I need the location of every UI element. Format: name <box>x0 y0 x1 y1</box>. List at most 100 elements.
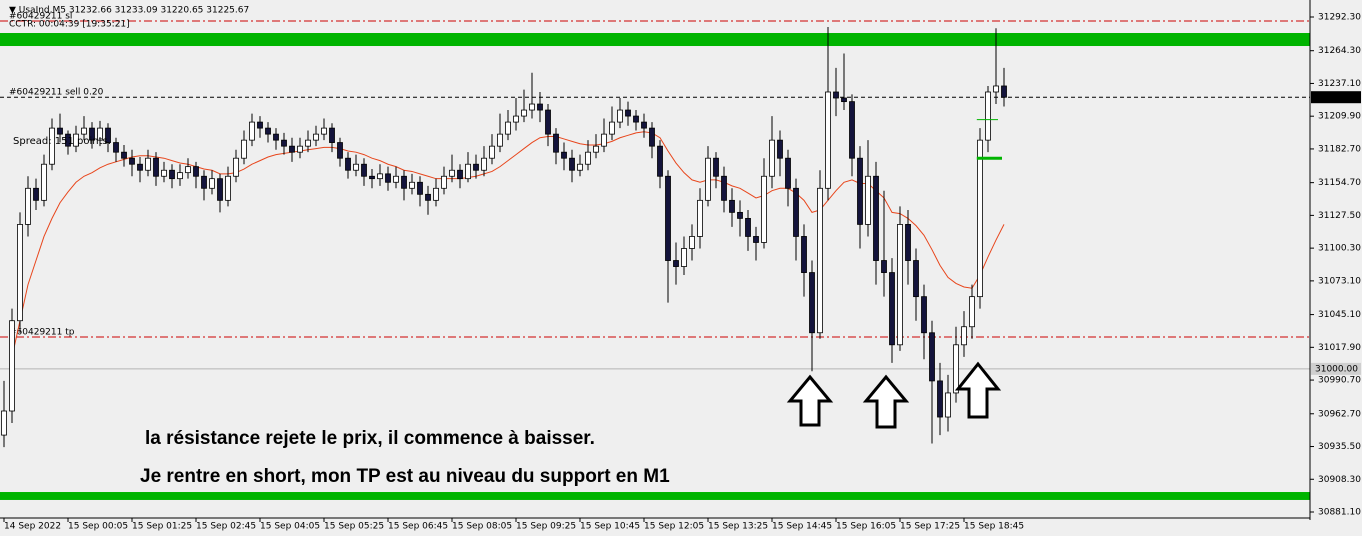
candle-body <box>561 151 567 159</box>
candle-body <box>49 127 55 165</box>
candle-body <box>225 175 231 201</box>
candle-body <box>145 157 151 171</box>
candle-body <box>769 139 775 177</box>
candle-body <box>465 163 471 180</box>
y-tick-label: 31264.30 <box>1318 46 1361 56</box>
candle-body <box>777 139 783 159</box>
candle-body <box>729 199 735 213</box>
candle-body <box>89 127 95 141</box>
y-tick-label: 31154.70 <box>1318 178 1361 188</box>
x-tick-label: 15 Sep 18:45 <box>964 522 1024 532</box>
candle-body <box>945 392 951 418</box>
candle-body <box>505 121 511 135</box>
candle-body <box>153 157 159 177</box>
candle-body <box>169 169 175 180</box>
candle-body <box>881 260 887 273</box>
y-tick-label: 31045.10 <box>1318 310 1361 320</box>
candle-body <box>657 145 663 177</box>
candle-body <box>785 157 791 189</box>
candle-body <box>313 133 319 141</box>
candle-body <box>625 109 631 117</box>
candle-body <box>353 163 359 171</box>
candle-body <box>825 91 831 189</box>
candle-body <box>441 175 447 189</box>
candle-body <box>969 296 975 328</box>
candle-body <box>433 187 439 201</box>
candle-body <box>985 91 991 141</box>
candle-body <box>817 187 823 334</box>
candle-body <box>1001 85 1007 98</box>
candle-body <box>177 172 183 180</box>
y-tick-label: 30908.30 <box>1318 475 1361 485</box>
candle-body <box>633 115 639 123</box>
candle-body <box>521 109 527 117</box>
price-box-label: 31225.67 <box>1315 93 1358 103</box>
y-tick-label: 31292.30 <box>1318 12 1361 22</box>
candle-body <box>217 178 223 201</box>
candle-body <box>641 121 647 129</box>
candle-body <box>41 163 47 201</box>
candle-body <box>937 380 943 418</box>
candle-body <box>289 145 295 153</box>
annotation: Je rentre en short, mon TP est au niveau… <box>140 466 670 487</box>
moving-average <box>11 131 1005 357</box>
candle-body <box>9 320 15 412</box>
candle-body <box>65 133 71 147</box>
x-tick-label: 15 Sep 08:05 <box>452 522 512 532</box>
candle-body <box>257 121 263 129</box>
candle-body <box>281 139 287 147</box>
candle-body <box>57 127 63 135</box>
candle-body <box>425 193 431 201</box>
candle-body <box>721 175 727 201</box>
candle-body <box>913 260 919 298</box>
candle-body <box>25 187 31 225</box>
candle-body <box>849 101 855 159</box>
y-tick-label: 31209.90 <box>1318 112 1361 122</box>
candle-body <box>873 175 879 261</box>
candle-body <box>73 133 79 147</box>
x-tick-label: 15 Sep 01:25 <box>132 522 192 532</box>
candle-body <box>537 103 543 111</box>
candle-body <box>857 157 863 225</box>
candle-body <box>417 181 423 195</box>
candle-body <box>745 217 751 237</box>
spread: Spread: 151 points. <box>13 136 111 147</box>
y-tick-label: 31017.90 <box>1318 343 1361 353</box>
candle-body <box>905 224 911 261</box>
candle-body <box>337 142 343 159</box>
candle-body <box>457 169 463 180</box>
x-tick-label: 15 Sep 12:05 <box>644 522 704 532</box>
candle-body <box>497 133 503 147</box>
header: ▼ UsaInd,M5 31232.66 31233.09 31220.65 3… <box>9 6 249 16</box>
candle-body <box>201 175 207 189</box>
candle-body <box>665 175 671 261</box>
candle-body <box>241 139 247 159</box>
x-tick-label: 15 Sep 09:25 <box>516 522 576 532</box>
candle-body <box>161 169 167 177</box>
arrows <box>786 361 1002 429</box>
candle-body <box>265 127 271 135</box>
candle-body <box>961 326 967 346</box>
x-tick-label: 15 Sep 10:45 <box>580 522 640 532</box>
candle-body <box>369 175 375 180</box>
candle-body <box>649 127 655 147</box>
x-tick-label: 15 Sep 16:05 <box>836 522 896 532</box>
candle-body <box>865 175 871 225</box>
candle-body <box>697 199 703 237</box>
candle-body <box>921 296 927 334</box>
candle-body <box>385 173 391 183</box>
candle-body <box>401 175 407 189</box>
x-tick-label: 15 Sep 04:05 <box>260 522 320 532</box>
zone <box>0 33 1310 47</box>
y-tick-label: 30881.10 <box>1318 508 1361 518</box>
candle-body <box>713 157 719 177</box>
candle-body <box>601 133 607 147</box>
candle-body <box>833 91 839 99</box>
candle-body <box>585 151 591 165</box>
candle-body <box>473 163 479 171</box>
candle-body <box>377 173 383 180</box>
candle-body <box>193 166 199 177</box>
candle-body <box>393 175 399 183</box>
candle-body <box>489 145 495 159</box>
candle-body <box>993 85 999 93</box>
